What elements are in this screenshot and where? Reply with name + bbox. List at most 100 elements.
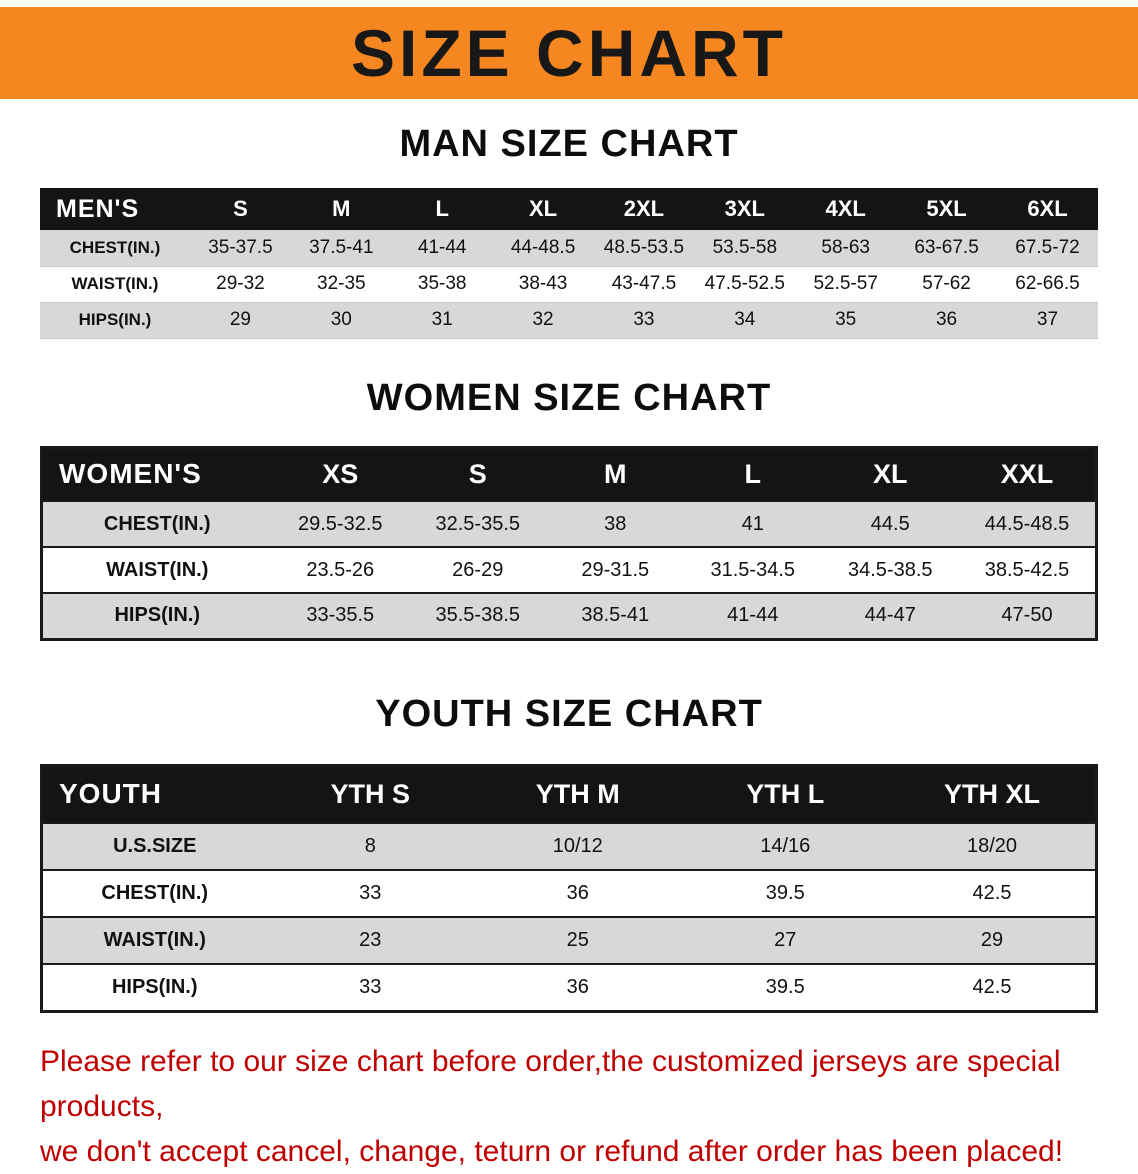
size-value-cell: 39.5: [765, 882, 805, 904]
size-value-cell: 39.5: [765, 975, 805, 998]
size-value-cell: 38.5-41: [581, 604, 650, 627]
banner: SIZE CHART: [0, 7, 1138, 99]
size-value-cell: 23: [359, 929, 382, 951]
size-value-cell: 38-43: [518, 273, 568, 294]
table-corner-label: YOUTH: [41, 765, 267, 823]
size-value-cell: 35: [835, 309, 857, 330]
women-size-section: WOMEN SIZE CHART WOMEN'S XS S M L XL XXL CHEST(…: [0, 377, 1138, 641]
table-corner-label: MEN'S: [40, 188, 190, 230]
size-value-cell: 37: [1036, 309, 1059, 330]
size-value-cell: 62-66.5: [1015, 273, 1080, 294]
footer-notice-line2: we don't accept cancel, change, teturn o…: [40, 1134, 1064, 1168]
size-column-header: YTH S: [266, 765, 474, 823]
size-value-cell: 48.5-53.5: [603, 236, 685, 258]
size-value-cell: 34.5-38.5: [847, 558, 933, 581]
size-column-header: 2XL: [593, 188, 695, 230]
size-column-header: L: [684, 447, 822, 501]
size-value-cell: 42.5: [972, 882, 1012, 904]
size-column-header: 6XL: [997, 188, 1098, 230]
size-column-header: YTH L: [681, 765, 889, 823]
size-value-cell: 18/20: [966, 835, 1018, 857]
men-size-table: MEN'S S M L XL 2XL 3XL 4XL 5XL 6XL CHEST(IN.) 35-37…: [40, 188, 1098, 339]
size-value-cell: 29.5-32.5: [297, 512, 383, 535]
men-size-section: MAN SIZE CHART MEN'S S M L XL 2XL 3XL 4XL 5XL 6XL…: [0, 123, 1138, 339]
size-value-cell: 35.5-38.5: [435, 604, 520, 627]
size-value-cell: 33: [359, 882, 382, 904]
size-value-cell: 41-44: [727, 604, 779, 627]
size-value-cell: 8: [364, 835, 376, 857]
size-value-cell: 47-50: [1001, 604, 1053, 627]
women-chart-heading: WOMEN SIZE CHART: [366, 376, 772, 419]
table-row: U.S.SIZE 8 10/12 14/16 18/20: [41, 823, 1097, 870]
size-column-header: 5XL: [896, 188, 997, 230]
row-label: HIPS(IN.): [78, 310, 152, 329]
page-title: SIZE CHART: [351, 16, 787, 90]
size-value-cell: 30: [330, 309, 352, 330]
size-column-header: XXL: [959, 447, 1097, 501]
table-row: HIPS(IN.) 29 30 31 32 33 34 35 36 37: [40, 302, 1098, 338]
men-chart-heading: MAN SIZE CHART: [399, 123, 739, 165]
table-corner-label: WOMEN'S: [41, 447, 272, 501]
size-value-cell: 25: [566, 929, 589, 951]
size-value-cell: 29-31.5: [581, 558, 650, 581]
youth-size-section: YOUTH SIZE CHART YOUTH YTH S YTH M YTH L YTH…: [0, 693, 1138, 1013]
size-value-cell: 38.5-42.5: [984, 558, 1070, 581]
size-value-cell: 35-37.5: [208, 236, 273, 258]
size-value-cell: 44-48.5: [510, 236, 576, 258]
size-value-cell: 33: [633, 309, 655, 330]
footer-notice-line1: Please refer to our size chart before or…: [40, 1044, 1061, 1123]
size-value-cell: 63-67.5: [914, 236, 979, 258]
row-label: WAIST(IN.): [71, 274, 159, 293]
size-value-cell: 57-62: [922, 273, 971, 294]
size-value-cell: 32-35: [317, 273, 366, 294]
size-value-cell: 43-47.5: [611, 273, 677, 294]
row-label: WAIST(IN.): [103, 929, 206, 951]
table-row: WAIST(IN.) 23.5-26 26-29 29-31.5 31.5-34.5 34…: [41, 547, 1097, 593]
row-label: CHEST(IN.): [101, 882, 209, 904]
size-value-cell: 42.5: [972, 975, 1012, 998]
table-row: HIPS(IN.) 33-35.5 35.5-38.5 38.5-41 41-44 44-…: [41, 593, 1097, 639]
size-value-cell: 33-35.5: [306, 604, 375, 627]
table-row: WAIST(IN.) 23 25 27 29: [41, 917, 1097, 964]
size-value-cell: 53.5-58: [712, 236, 778, 258]
row-label: U.S.SIZE: [113, 835, 197, 857]
size-column-header: XL: [821, 447, 959, 501]
size-value-cell: 32.5-35.5: [435, 512, 520, 535]
size-value-cell: 31: [431, 309, 453, 330]
size-value-cell: 52.5-57: [813, 273, 878, 294]
table-row: HIPS(IN.) 33 36 39.5 42.5: [41, 964, 1097, 1011]
size-column-header: S: [190, 188, 291, 230]
size-value-cell: 37.5-41: [309, 236, 374, 258]
footer-notice: Please refer to our size chart before or…: [40, 1039, 1100, 1174]
row-label: HIPS(IN.): [111, 975, 198, 998]
table-row: WAIST(IN.) 29-32 32-35 35-38 38-43 43-47.5 47.…: [40, 266, 1098, 302]
table-header-row: MEN'S S M L XL 2XL 3XL 4XL 5XL 6XL: [40, 188, 1098, 230]
size-value-cell: 44-47: [864, 604, 916, 627]
size-value-cell: 67.5-72: [1015, 236, 1080, 258]
table-header-row: YOUTH YTH S YTH M YTH L YTH XL: [41, 765, 1097, 823]
youth-size-table: YOUTH YTH S YTH M YTH L YTH XL U.S.SIZE 8 10/12…: [40, 763, 1098, 1013]
size-column-header: L: [391, 188, 493, 230]
size-column-header: 4XL: [795, 188, 897, 230]
size-column-header: YTH XL: [889, 765, 1097, 823]
size-value-cell: 26-29: [452, 558, 504, 581]
size-column-header: S: [409, 447, 547, 501]
size-value-cell: 36: [566, 882, 589, 904]
size-value-cell: 36: [566, 975, 589, 998]
size-value-cell: 29-32: [216, 273, 265, 294]
size-value-cell: 32: [532, 309, 554, 330]
table-row: CHEST(IN.) 35-37.5 37.5-41 41-44 44-48.5 48.5…: [40, 230, 1098, 266]
size-column-header: YTH M: [474, 765, 682, 823]
size-value-cell: 23.5-26: [306, 558, 375, 581]
size-value-cell: 31.5-34.5: [710, 558, 795, 581]
size-column-header: XS: [271, 447, 409, 501]
size-value-cell: 29: [980, 929, 1004, 951]
size-column-header: XL: [492, 188, 594, 230]
size-value-cell: 27: [774, 929, 797, 951]
table-header-row: WOMEN'S XS S M L XL XXL: [41, 447, 1097, 501]
table-row: CHEST(IN.) 29.5-32.5 32.5-35.5 38 41 44.5 44.5…: [41, 501, 1097, 547]
row-label: CHEST(IN.): [103, 512, 211, 535]
size-value-cell: 47.5-52.5: [704, 273, 785, 294]
size-value-cell: 41-44: [417, 236, 467, 258]
